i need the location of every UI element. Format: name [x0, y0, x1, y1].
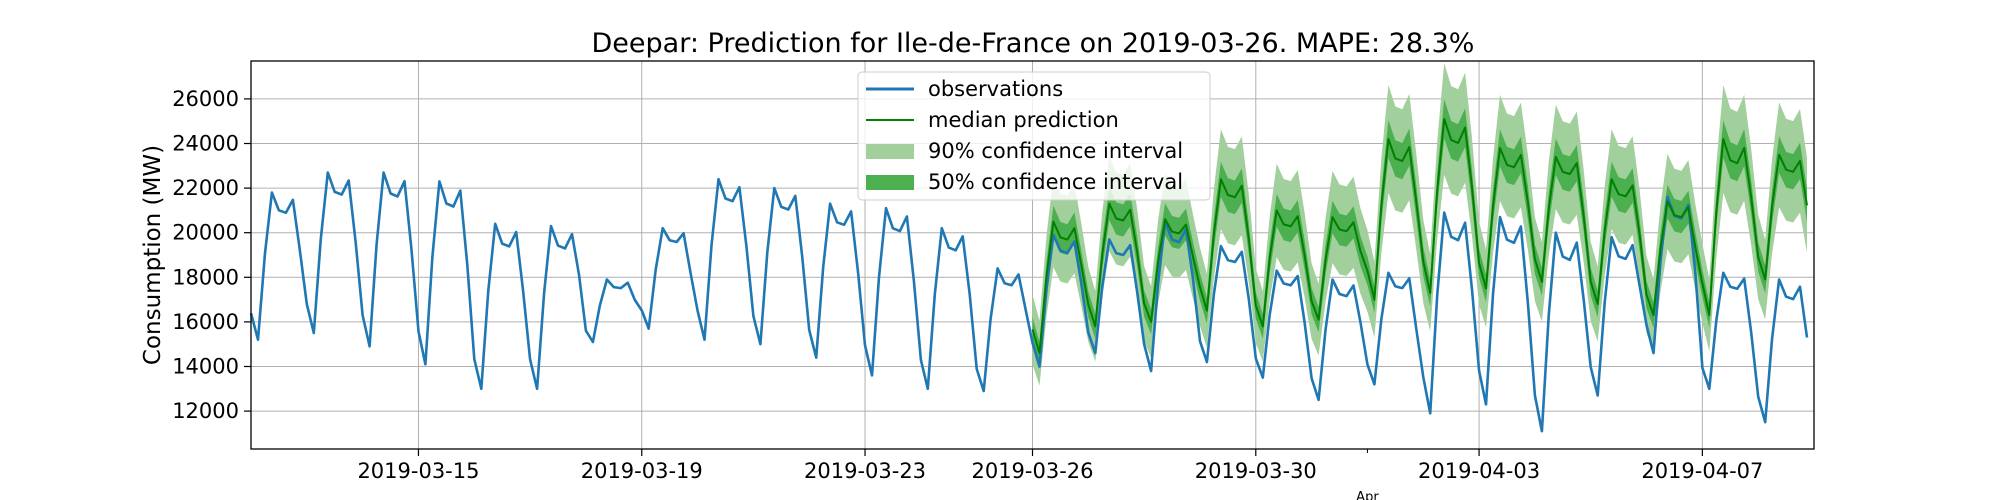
y-tick-label: 24000	[172, 132, 239, 156]
y-tick-label: 12000	[172, 399, 239, 423]
x-tick-label: 2019-03-15	[357, 459, 479, 483]
y-tick-label: 26000	[172, 87, 239, 111]
x-axis: 2019-03-15 2019-03-19 2019-03-23 2019-03-26…	[357, 449, 1763, 500]
legend-swatch-90-interval	[866, 144, 914, 159]
legend: observations median prediction 90% confi…	[857, 71, 1211, 201]
y-tick-label: 14000	[172, 354, 239, 378]
legend-label-90-interval: 90% confidence interval	[928, 139, 1183, 163]
legend-label-observations: observations	[928, 77, 1063, 101]
x-tick-label: 2019-03-23	[804, 459, 926, 483]
series-line-observations	[249, 171, 1809, 433]
x-tick-label: 2019-03-19	[581, 459, 703, 483]
x-tick-label: 2019-03-30	[1195, 459, 1317, 483]
y-tick-label: 20000	[172, 221, 239, 245]
chart-title: Deepar: Prediction for Ile-de-France on …	[592, 28, 1475, 59]
y-tick-label: 18000	[172, 265, 239, 289]
y-tick-label: 16000	[172, 310, 239, 334]
y-axis: 12000 14000 16000 18000 20000 22000 24000 26000	[172, 87, 251, 423]
x-tick-label: 2019-04-03	[1418, 459, 1540, 483]
legend-label-median-prediction: median prediction	[928, 108, 1119, 132]
legend-label-50-interval: 50% confidence interval	[928, 170, 1183, 194]
legend-swatch-50-interval	[866, 175, 914, 190]
y-tick-label: 22000	[172, 176, 239, 200]
series-lines	[249, 118, 1809, 433]
legend-frame	[857, 71, 1211, 201]
x-minor-tick-label: Apr	[1356, 490, 1379, 500]
x-tick-label: 2019-03-26	[971, 459, 1093, 483]
y-axis-label: Consumption (MW)	[140, 145, 166, 365]
series-line-median-prediction	[1031, 118, 1808, 355]
x-tick-label: 2019-04-07	[1641, 459, 1763, 483]
